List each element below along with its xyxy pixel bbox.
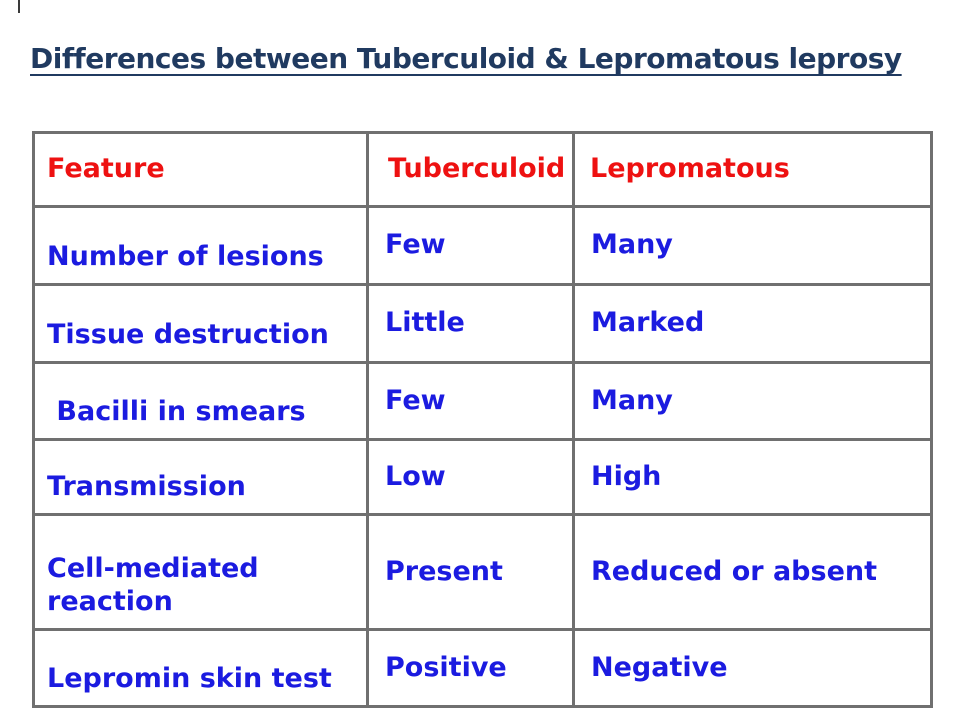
feature-cell: Number of lesions xyxy=(32,205,369,286)
feature-cell: Bacilli in smears xyxy=(32,361,369,441)
table-row: Lepromin skin test Positive Negative xyxy=(32,628,933,708)
table-row: Bacilli in smears Few Many xyxy=(32,361,933,441)
table-row: Cell-mediated reaction Present Reduced o… xyxy=(32,513,933,631)
tuberculoid-cell: Positive xyxy=(366,628,575,708)
header-tuberculoid: Tuberculoid xyxy=(366,131,575,208)
header-lepromatous: Lepromatous xyxy=(572,131,933,208)
table-row: Transmission Low High xyxy=(32,438,933,516)
tuberculoid-cell: Little xyxy=(366,283,575,364)
comparison-table: Feature Tuberculoid Lepromatous Number o… xyxy=(32,131,933,708)
header-row: Feature Tuberculoid Lepromatous xyxy=(32,131,933,208)
page-title: Differences between Tuberculoid & Leprom… xyxy=(30,42,902,75)
lepromatous-cell: Many xyxy=(572,361,933,441)
feature-cell: Tissue destruction xyxy=(32,283,369,364)
feature-cell: Transmission xyxy=(32,438,369,516)
feature-cell: Cell-mediated reaction xyxy=(32,513,369,631)
stray-mark xyxy=(18,0,20,13)
tuberculoid-cell: Few xyxy=(366,361,575,441)
tuberculoid-cell: Few xyxy=(366,205,575,286)
table-row: Number of lesions Few Many xyxy=(32,205,933,286)
feature-cell: Lepromin skin test xyxy=(32,628,369,708)
table-row: Tissue destruction Little Marked xyxy=(32,283,933,364)
lepromatous-cell: Marked xyxy=(572,283,933,364)
lepromatous-cell: Negative xyxy=(572,628,933,708)
lepromatous-cell: Many xyxy=(572,205,933,286)
lepromatous-cell: High xyxy=(572,438,933,516)
tuberculoid-cell: Present xyxy=(366,513,575,631)
lepromatous-cell: Reduced or absent xyxy=(572,513,933,631)
tuberculoid-cell: Low xyxy=(366,438,575,516)
header-feature: Feature xyxy=(32,131,369,208)
